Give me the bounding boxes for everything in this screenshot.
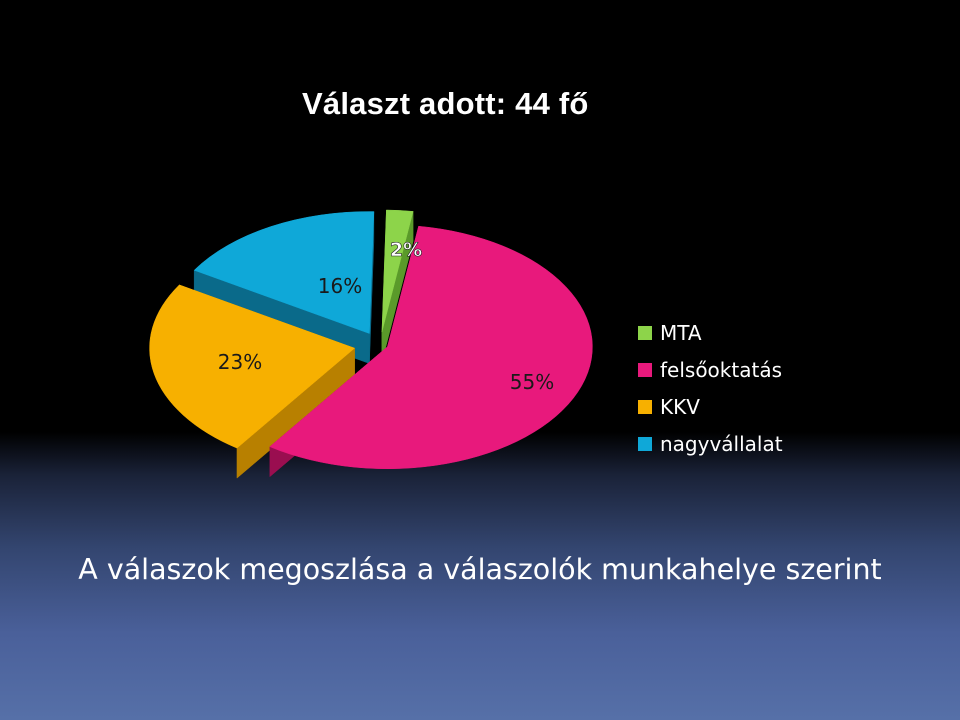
pie-slice-kkv — [149, 284, 356, 479]
legend-item-felsooktatas: felsőoktatás — [638, 351, 783, 388]
pie-slice-mta — [381, 209, 414, 363]
legend-swatch-kkv — [638, 399, 652, 414]
data-label-nagyvallalat: 16% — [318, 274, 362, 298]
chart-legend: MTA felsőoktatás KKV nagyvállalat — [638, 314, 783, 462]
legend-label-kkv: KKV — [660, 394, 700, 419]
legend-item-mta: MTA — [638, 314, 783, 351]
slide-title: Választ adott: 44 fő — [302, 86, 589, 121]
legend-label-nagyvallalat: nagyvállalat — [660, 431, 783, 456]
data-label-kkv: 23% — [218, 350, 262, 374]
pie-slice-felsooktatas — [269, 225, 593, 478]
data-label-mta: 2% — [390, 239, 422, 261]
slide-caption: A válaszok megoszlása a válaszolók munka… — [78, 553, 882, 586]
legend-swatch-nagyvallalat — [638, 436, 652, 451]
data-label-felsooktatas: 55% — [510, 370, 554, 394]
legend-item-nagyvallalat: nagyvállalat — [638, 425, 783, 462]
legend-swatch-mta — [638, 325, 652, 340]
legend-label-felsooktatas: felsőoktatás — [660, 357, 782, 382]
legend-swatch-felsooktatas — [638, 362, 652, 377]
legend-label-mta: MTA — [660, 320, 702, 345]
legend-item-kkv: KKV — [638, 388, 783, 425]
